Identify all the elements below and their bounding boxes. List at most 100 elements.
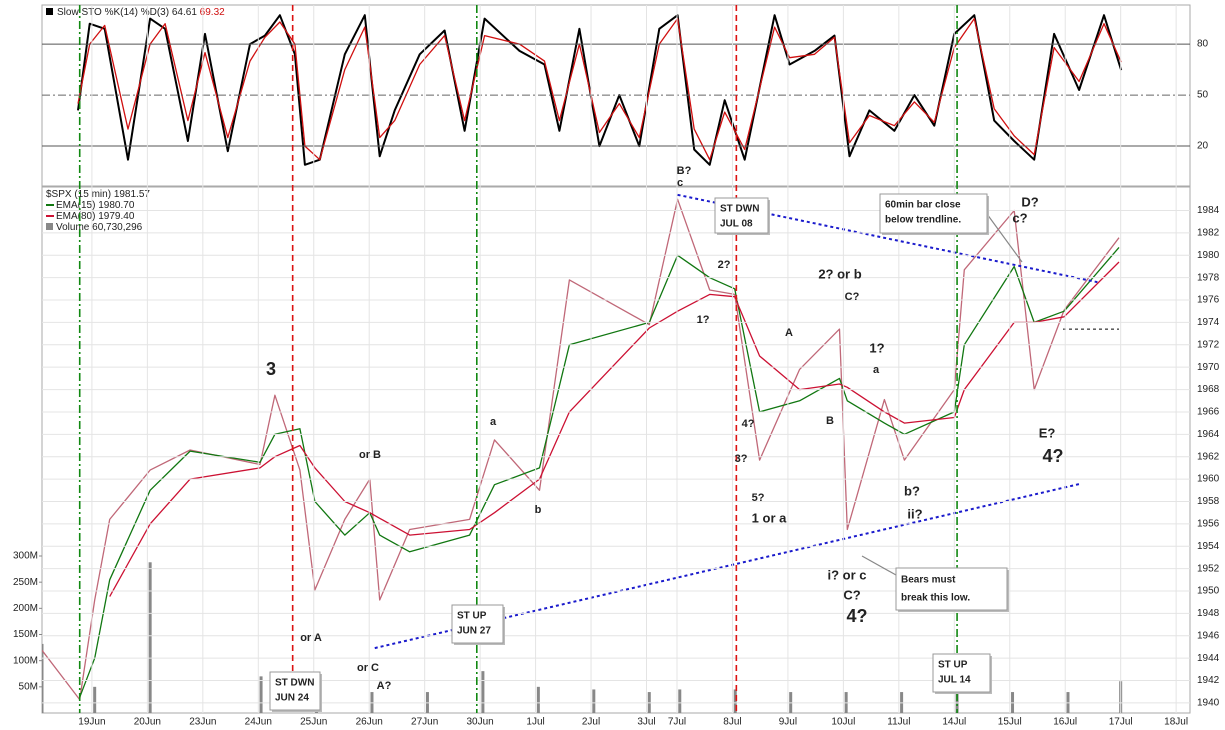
x-tick-label: 11Jul (887, 717, 910, 728)
callout-text: 60min bar close (885, 200, 961, 211)
callout-text: JUN 24 (275, 693, 309, 704)
y-tick-label: 1976 (1197, 295, 1220, 306)
annotation: D? (1021, 194, 1038, 209)
y-tick-label: 80 (1197, 39, 1209, 50)
legend-value: 1979.40 (98, 211, 135, 222)
y-tick-label: 1954 (1197, 541, 1220, 552)
legend-entry: Volume 60,730,296 (56, 222, 143, 233)
callout-box (932, 653, 991, 693)
y-tick-label: 50 (1197, 90, 1209, 101)
annotation: A? (377, 680, 392, 692)
y-tick-label: 1940 (1197, 698, 1220, 709)
legend-name: Volume (56, 222, 90, 233)
legend-value: 69.32 (200, 7, 225, 18)
x-tick-label: 26Jun (356, 717, 383, 728)
callout-text: below trendline. (885, 215, 961, 226)
legend-value: 1981.57 (114, 189, 151, 200)
x-tick-label: 9Jul (779, 717, 797, 728)
y-tick-label: 1956 (1197, 519, 1220, 530)
callout-pointer (986, 213, 1023, 263)
volume-bar (42, 643, 44, 713)
annotation: B (826, 415, 834, 427)
x-tick-label: 14Jul (942, 717, 966, 728)
plot-area (77, 14, 1123, 166)
annotation: 1? (869, 340, 884, 355)
volume-tick-label: 150M (13, 629, 38, 640)
stoch-legend: Slow STO %K(14) %D(3) 64.61 69.32 (57, 7, 225, 18)
annotation: or A (300, 632, 322, 644)
y-tick-label: 1962 (1197, 451, 1220, 462)
y-tick-label: 1974 (1197, 317, 1220, 328)
volume-tick-label: 50M (19, 681, 38, 692)
y-tick-label: 1980 (1197, 250, 1220, 261)
legend-entry: EMA(80) 1979.40 (56, 211, 135, 222)
callout-box (714, 197, 769, 234)
callout-text: ST UP (938, 660, 968, 671)
annotation: C? (843, 587, 860, 602)
x-tick-label: 17Jul (1109, 717, 1133, 728)
price-legend: $SPX (15 min) 1981.57 (46, 189, 150, 200)
x-tick-label: 20Jun (134, 717, 161, 728)
annotation: c? (1012, 210, 1027, 225)
annotation: 3 (266, 359, 276, 379)
y-tick-label: 1960 (1197, 474, 1220, 485)
annotation: 5? (752, 492, 765, 504)
y-tick-label: 1948 (1197, 608, 1220, 619)
volume-bar (481, 671, 485, 713)
annotation: C? (845, 291, 860, 303)
annotation: 1? (697, 314, 710, 326)
y-tick-label: 1970 (1197, 362, 1220, 373)
y-tick-label: 1968 (1197, 384, 1220, 395)
x-tick-label: 25Jun (300, 717, 327, 728)
price-panel (41, 186, 1191, 714)
annotation: i? or c (827, 567, 866, 582)
annotation: b (535, 504, 542, 516)
x-tick-label: 8Jul (723, 717, 741, 728)
y-tick-label: 1952 (1197, 563, 1220, 574)
y-tick-label: 20 (1197, 141, 1209, 152)
volume-bar (955, 689, 959, 713)
callout-text: JUL 08 (720, 219, 753, 230)
annotation: A (785, 327, 793, 339)
y-tick-label: 1978 (1197, 272, 1220, 283)
volume-tick-label: 200M (13, 603, 38, 614)
y-tick-label: 1964 (1197, 429, 1220, 440)
legend-icon (46, 8, 53, 15)
y-tick-label: 1950 (1197, 586, 1220, 597)
legend-name: EMA(15) (56, 200, 95, 211)
volume-bar (148, 562, 152, 713)
annotation: 2? or b (818, 266, 861, 281)
callout-box (895, 567, 1008, 611)
callout-pointer (861, 555, 897, 576)
x-tick-label: 23Jun (189, 717, 216, 728)
volume-tick-label: 250M (13, 577, 38, 588)
y-tick-label: 1944 (1197, 653, 1220, 664)
y-tick-label: 1942 (1197, 675, 1220, 686)
annotation: ii? (907, 506, 922, 521)
volume-bar (259, 676, 263, 713)
annotation: a (873, 364, 880, 376)
annotation: E? (1039, 425, 1056, 440)
annotation: c (677, 177, 683, 189)
annotation: 4? (1042, 446, 1063, 466)
annotation: b? (904, 483, 920, 498)
x-tick-label: 3Jul (637, 717, 655, 728)
callout-box (879, 193, 988, 234)
annotation: 4? (742, 418, 755, 430)
y-tick-label: 1972 (1197, 339, 1220, 350)
annotation: or B (359, 449, 381, 461)
x-tick-label: 7Jul (668, 717, 686, 728)
annotation: or C (357, 662, 379, 674)
annotation: B? (677, 165, 692, 177)
volume-bar (536, 686, 540, 713)
legend-value: 1980.70 (98, 200, 135, 211)
legend-title: $SPX (15 min) (46, 189, 111, 200)
legend-value: 64.61 (172, 7, 197, 18)
x-tick-label: 18Jul (1164, 717, 1188, 728)
series-line (77, 17, 1122, 161)
y-tick-label: 1966 (1197, 407, 1220, 418)
y-tick-label: 1984 (1197, 205, 1220, 216)
legend-value: 60,730,296 (92, 222, 142, 233)
x-tick-label: 27Jun (411, 717, 438, 728)
x-tick-label: 24Jun (245, 717, 272, 728)
